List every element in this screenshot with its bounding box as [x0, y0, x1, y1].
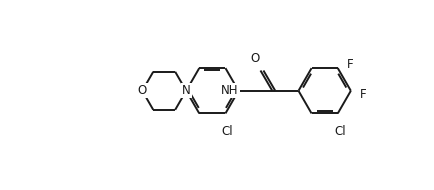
Text: O: O [138, 84, 147, 97]
Text: Cl: Cl [334, 125, 345, 138]
Text: N: N [182, 84, 191, 97]
Text: F: F [360, 88, 367, 101]
Text: Cl: Cl [222, 125, 233, 138]
Text: F: F [347, 58, 354, 71]
Text: NH: NH [221, 84, 239, 97]
Text: O: O [251, 52, 260, 65]
